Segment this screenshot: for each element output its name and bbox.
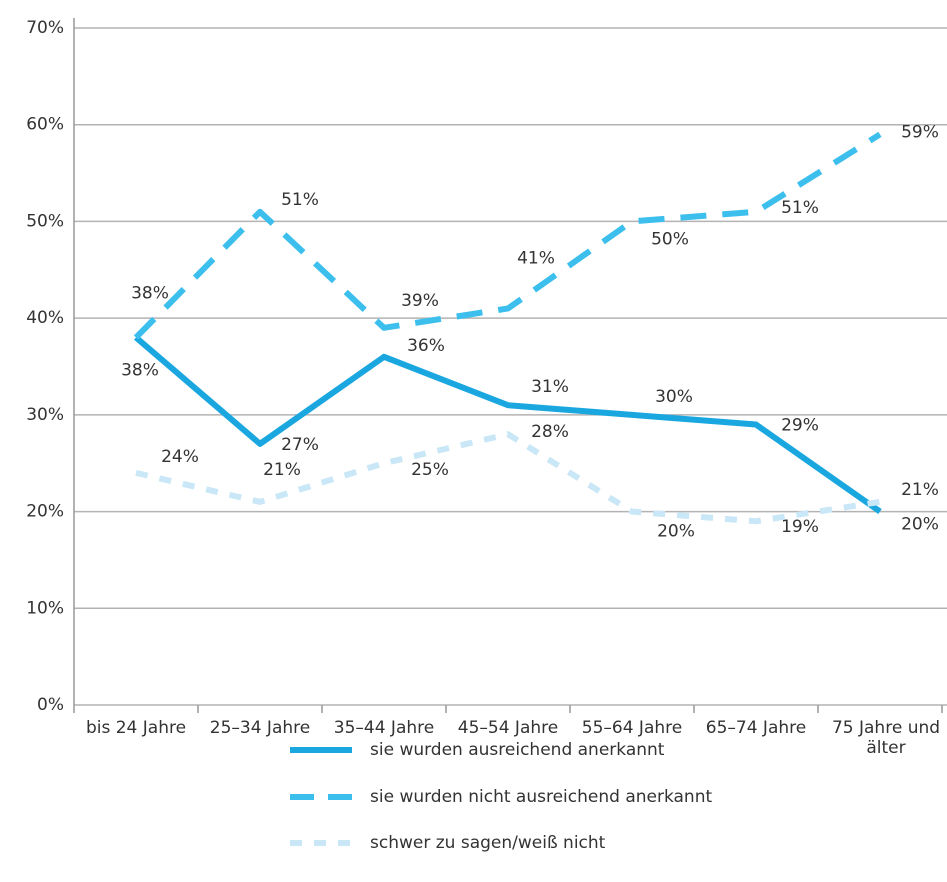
value-label: 41% [517,248,555,268]
value-label: 27% [281,435,319,455]
value-label: 38% [121,360,159,380]
value-label: 59% [901,122,939,142]
y-tick-label: 70% [26,18,64,38]
value-label: 30% [655,387,693,407]
value-label: 24% [161,447,199,467]
value-label: 20% [657,522,695,542]
y-tick-label: 50% [26,211,64,231]
value-label: 20% [901,515,939,535]
value-label: 31% [531,377,569,397]
y-tick-label: 10% [26,598,64,618]
x-tick-label: 75 Jahre und älter [831,718,941,758]
x-tick-label: 25–34 Jahre [209,718,311,738]
series-line [135,431,881,525]
legend-label: sie wurden ausreichend anerkannt [370,740,665,760]
value-label: 38% [131,283,169,303]
x-tick-label: bis 24 Jahre [85,718,187,738]
legend-label: sie wurden nicht ausreichend anerkannt [370,787,712,807]
value-label: 21% [263,460,301,480]
value-label: 39% [401,291,439,311]
value-label: 36% [407,336,445,356]
value-label: 51% [281,190,319,210]
series-line [133,131,882,340]
value-label: 25% [411,460,449,480]
value-label: 19% [781,517,819,537]
y-tick-label: 30% [26,405,64,425]
value-label: 21% [901,480,939,500]
y-tick-label: 0% [37,695,64,715]
y-tick-label: 60% [26,115,64,135]
y-tick-label: 40% [26,308,64,328]
value-label: 51% [781,198,819,218]
value-label: 29% [781,416,819,436]
legend-label: schwer zu sagen/weiß nicht [370,833,606,853]
x-tick-label: 45–54 Jahre [457,718,559,738]
value-label: 50% [651,229,689,249]
x-tick-label: 65–74 Jahre [705,718,807,738]
value-label: 28% [531,422,569,442]
y-tick-label: 20% [26,502,64,522]
series-line [134,335,882,515]
x-tick-label: 35–44 Jahre [333,718,435,738]
x-tick-label: 55–64 Jahre [581,718,683,738]
